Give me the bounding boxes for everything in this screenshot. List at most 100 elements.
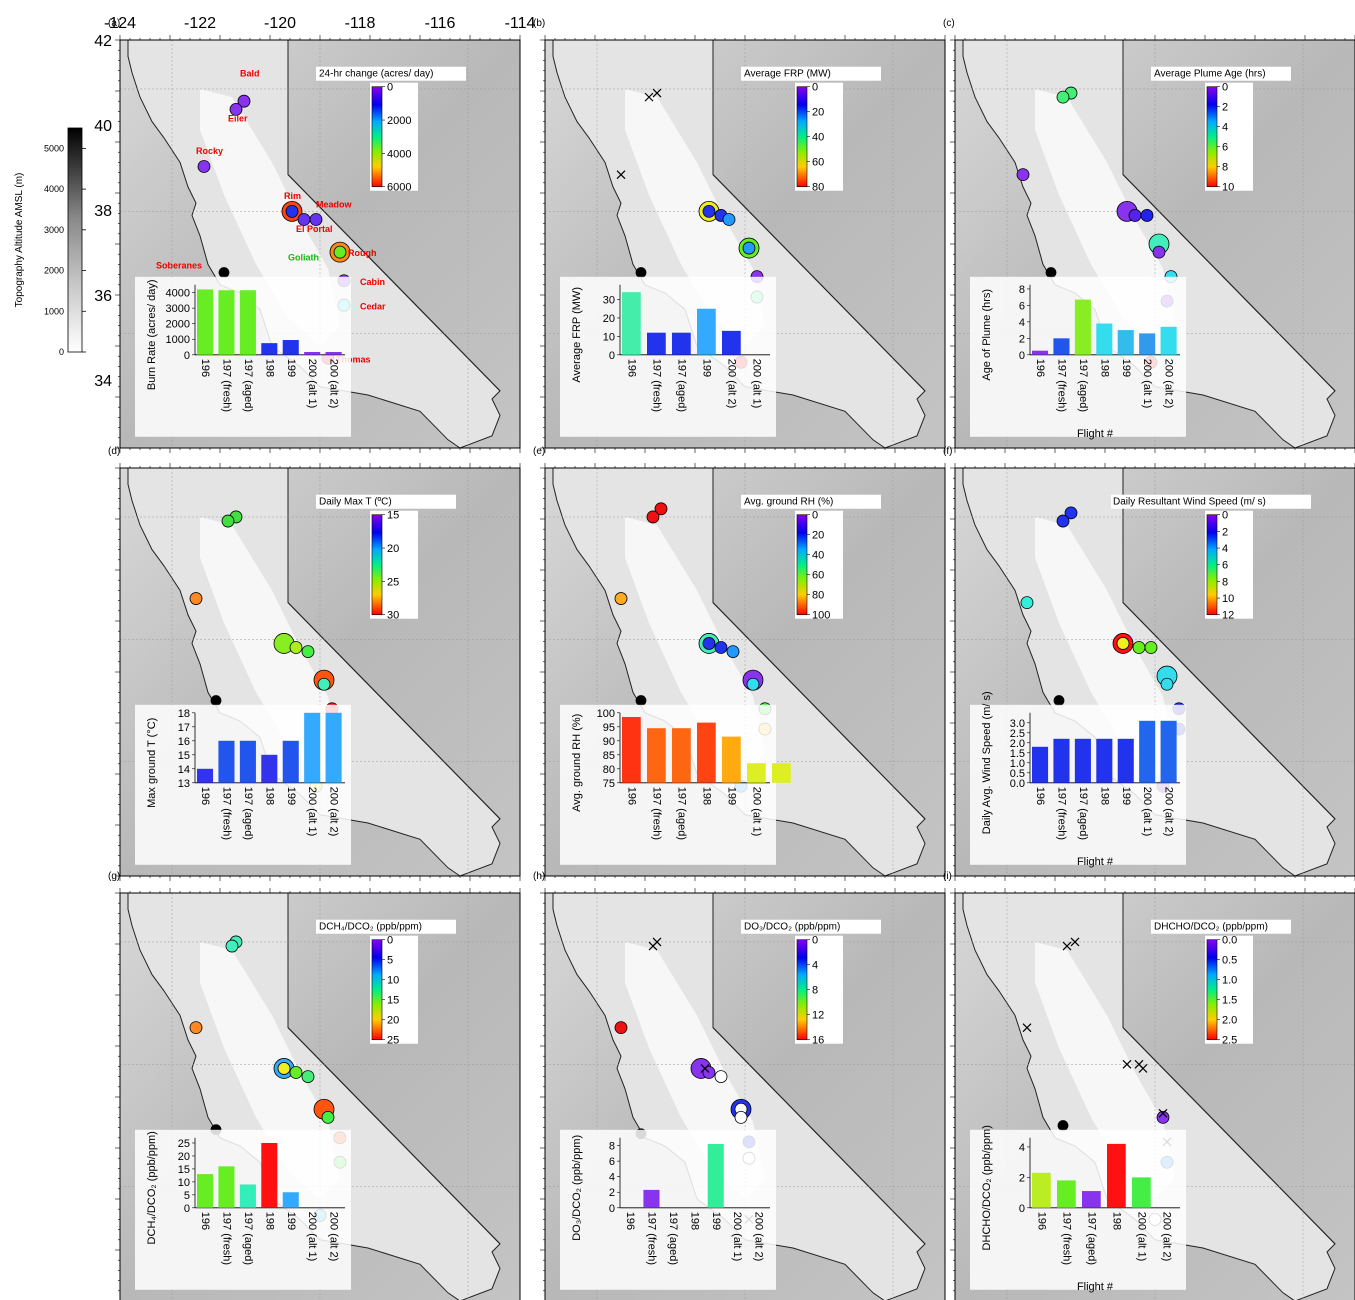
bar-y-tick-label: 25: [178, 1138, 190, 1150]
bar-category-label: 197 (fresh): [1060, 1212, 1072, 1265]
fire-marker: [229, 102, 243, 116]
bar-y-tick-label: 85: [603, 750, 615, 762]
fire-marker: [237, 94, 251, 108]
bar: [1074, 299, 1091, 355]
legend-box: [741, 919, 881, 934]
colorbar-tick-label: 0: [812, 82, 818, 94]
missing-marker: [648, 941, 658, 951]
bar-category-label: 196: [199, 359, 211, 377]
bar-category-label: 200 (alt 2): [328, 359, 340, 409]
bar-category-label: 199: [285, 359, 297, 377]
bar: [1139, 720, 1156, 783]
colorbar: [371, 86, 383, 188]
colorbar-tick-label: 4000: [44, 184, 64, 194]
bar: [722, 736, 741, 783]
fire-marker: [646, 510, 660, 524]
bar-y-tick-label: 75: [603, 778, 615, 790]
bar-category-label: 200 (alt 2): [328, 787, 340, 837]
state-border: [712, 602, 926, 820]
bar: [1160, 326, 1177, 355]
bar: [261, 343, 278, 355]
bar-y-tick-label: 10: [178, 1177, 190, 1189]
bar-x-label: Flight #: [1077, 428, 1114, 440]
bar: [1053, 738, 1070, 783]
bar-category-label: 200 (alt 2): [725, 359, 737, 409]
bar: [218, 740, 235, 783]
bar: [197, 289, 214, 355]
legend-box: [316, 919, 456, 934]
fire-marker: [317, 677, 331, 691]
panel-e: (e) Avg. ground RH (%) 0 20 40 60 80 100 75 80 85 9…: [533, 446, 946, 881]
bar-category-label: 196: [625, 787, 637, 805]
bar-y-label: Age of Plume (hrs): [981, 289, 993, 381]
bar: [239, 740, 256, 783]
fire-marker: [614, 1021, 628, 1035]
missing-marker: [616, 170, 626, 180]
panel-letter: (e): [533, 446, 545, 457]
bar-y-tick-label: 13: [178, 778, 190, 790]
bar-y-tick-label: 2.0: [1010, 738, 1025, 750]
bar-category-label: 197 (aged): [242, 1212, 254, 1265]
bar: [1117, 330, 1134, 355]
colorbar-tick-label: 40: [812, 550, 824, 562]
bar-category-label: 199: [285, 1212, 297, 1230]
colorbar-tick-label: 0: [812, 935, 818, 947]
colorbar: [1206, 86, 1218, 188]
fire-marker: [702, 204, 716, 218]
legend-box: [1111, 494, 1311, 509]
colorbar-tick-label: 15: [387, 510, 399, 522]
bar: [239, 1184, 256, 1208]
lat-tick-label: 36: [94, 288, 112, 305]
bar-y-tick-label: 100: [597, 708, 615, 720]
panel-c: (c) Average Plume Age (hrs) 0 2 4 6 8 10 0 2 4 6 8 19…: [943, 18, 1355, 453]
colorbar: [796, 514, 808, 616]
bar-category-label: 196: [624, 1212, 636, 1230]
fire-marker: [726, 645, 740, 658]
bar-y-tick-label: 1.0: [1010, 758, 1025, 770]
colorbar: [1206, 514, 1218, 616]
bar-y-tick-label: 16: [178, 736, 190, 748]
bar-y-tick-label: 14: [178, 764, 190, 776]
legend-box: [741, 66, 881, 81]
bar-category-label: 197 (aged): [675, 359, 687, 412]
colorbar-tick-label: 2: [1222, 526, 1228, 538]
panel-i: (i) DHCHO/DCO₂ (ppb/ppm) 0.0 0.5 1.0 1.5 2.0 2.…: [943, 871, 1355, 1300]
fire-label: Soberanes: [156, 260, 202, 270]
lon-tick-label: -120: [264, 15, 296, 32]
fire-marker: [742, 241, 756, 255]
bar-category-label: 197 (aged): [675, 787, 687, 840]
fire-marker: [714, 641, 728, 654]
colorbar-tick-label: 4: [1222, 543, 1228, 555]
fire-marker: [1140, 209, 1154, 222]
panel-letter: (i): [943, 871, 952, 882]
panel-h: (h) DO₃/DCO₂ (ppb/ppm) 0 4 8 12 16 0 2 4 6 8 196 197 …: [533, 871, 946, 1300]
bar: [218, 290, 235, 355]
colorbar-tick-label: 25: [387, 576, 399, 588]
bar: [772, 763, 791, 783]
fire-label: Rim: [284, 191, 301, 201]
bar-category-label: 200 (alt 2): [1163, 359, 1175, 409]
missing-marker: [1138, 1064, 1148, 1073]
bar-category-label: 200 (alt 1): [1141, 787, 1153, 837]
bar-y-label: DHCHO/DCO₂ (ppb/ppm): [981, 1125, 993, 1250]
bar: [1132, 1177, 1151, 1208]
colorbar-tick-label: 0: [387, 82, 393, 94]
bar: [707, 1144, 724, 1208]
legend-title: 24-hr change (acres/ day): [319, 69, 434, 80]
bar-category-label: 200 (alt 1): [750, 787, 762, 837]
legend-title: DCH₄/DCO₂ (ppb/ppm): [319, 922, 422, 933]
legend-title: DO₃/DCO₂ (ppb/ppm): [744, 922, 840, 933]
panel-letter: (h): [533, 871, 545, 882]
colorbar-tick-label: 15: [387, 995, 399, 1007]
colorbar-tick-label: 10: [387, 975, 399, 987]
colorbar-tick-label: 1.0: [1222, 975, 1237, 987]
fire-marker: [289, 1066, 303, 1079]
lon-tick-label: -114: [505, 15, 536, 32]
fire-label: Rough: [348, 248, 377, 258]
bar-category-label: 196: [199, 787, 211, 805]
colorbar-tick-label: 25: [387, 1035, 399, 1047]
bar-category-label: 198: [1098, 787, 1110, 805]
fire-marker: [301, 1070, 315, 1083]
fire-label: Cabin: [360, 277, 385, 287]
panel-b: (b) Average FRP (MW) 0 20 40 60 80 0 10 20 30 196 19…: [533, 18, 946, 453]
